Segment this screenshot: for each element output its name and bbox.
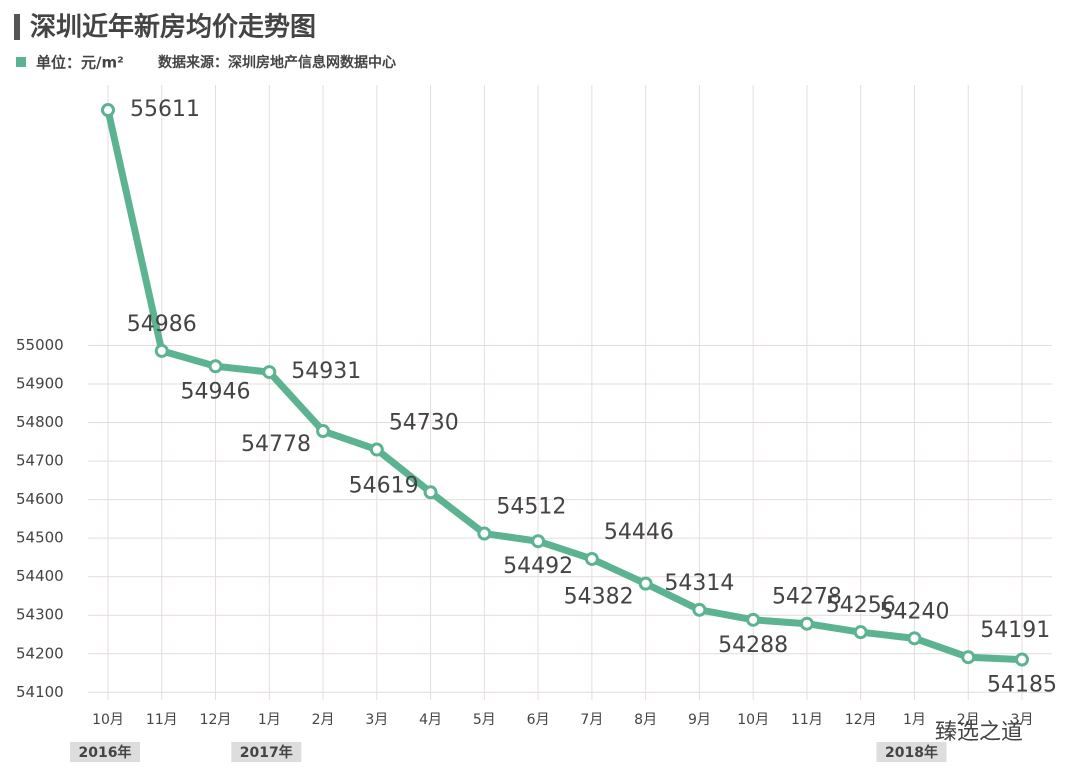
source-label: 数据来源：深圳房地产信息网数据中心 [158,54,396,71]
point [584,551,599,566]
data-label: 54288 [718,633,788,658]
x-tick-label: 2月 [312,712,335,728]
x-tick-label: 8月 [634,712,657,728]
point [262,365,277,380]
y-tick-label: 54400 [16,567,64,585]
data-label: 55611 [130,97,200,122]
year-label: 2016年 [79,744,132,761]
x-tick-label: 12月 [200,712,232,728]
y-tick-label: 54500 [16,529,64,547]
y-tick-label: 54800 [16,413,64,431]
x-tick-label: 11月 [791,712,823,728]
x-tick-label: 6月 [527,712,550,728]
line [104,109,1023,664]
x-tick-label: 2月 [957,712,980,728]
x-tick-label: 3月 [1011,712,1034,728]
x-tick-label: 1月 [903,712,926,728]
year-label: 2017年 [240,744,293,761]
year-box [231,742,302,762]
point [477,526,492,541]
point [101,103,115,118]
x-tick-label: 1月 [258,712,281,728]
title-bar [14,14,20,40]
point [154,343,169,358]
y-tick-label: 54200 [16,644,64,662]
data-label: 54446 [604,520,674,545]
data-label: 54240 [879,599,949,624]
y-tick-label: 55000 [16,336,64,354]
point [692,602,707,617]
x-tick-label: 10月 [92,712,124,728]
data-label: 54185 [987,673,1057,698]
data-label: 54191 [980,618,1050,643]
data-label: 54986 [127,312,197,337]
data-label: 54619 [349,473,419,498]
data-label: 54946 [181,379,251,404]
point [746,612,761,627]
x-tick-label: 3月 [365,712,388,728]
x-tick-label: 9月 [688,712,711,728]
x-tick-label: 4月 [419,712,442,728]
data-label: 54730 [389,411,459,436]
x-tick-label: 5月 [473,712,496,728]
x-tick-label: 12月 [845,712,877,728]
point [369,442,384,457]
y-tick-label: 54700 [16,452,64,470]
data-label: 54512 [496,495,566,520]
y-tick-label: 54100 [16,683,64,701]
point [853,625,868,640]
data-label: 54314 [664,571,734,596]
year-label: 2018年 [885,744,938,761]
unit-label: 单位：元/m² [36,54,124,72]
x-tick-label: 10月 [737,712,769,728]
chart-title: 深圳近年新房均价走势图 [30,12,316,43]
data-label: 54278 [772,585,842,610]
data-label: 54931 [291,359,361,384]
point [423,485,438,500]
y-tick-label: 54900 [16,375,64,393]
year-box [70,742,140,762]
point [907,631,922,646]
y-tick-label: 54600 [16,490,64,508]
x-tick-label: 11月 [146,712,178,728]
x-tick-label: 7月 [580,712,603,728]
data-label: 54778 [241,432,311,457]
data-label: 54492 [503,554,573,579]
point [799,616,814,631]
data-label: 54382 [564,585,634,610]
point [316,424,331,439]
watermark: 臻选之道 [935,720,1023,745]
year-box [876,742,947,762]
unit-marker [16,57,26,67]
point [638,576,653,591]
y-tick-label: 54300 [16,606,64,624]
point [1015,652,1029,667]
point [961,650,976,665]
data-label: 54256 [826,593,896,618]
point [531,534,546,549]
point [208,359,223,374]
